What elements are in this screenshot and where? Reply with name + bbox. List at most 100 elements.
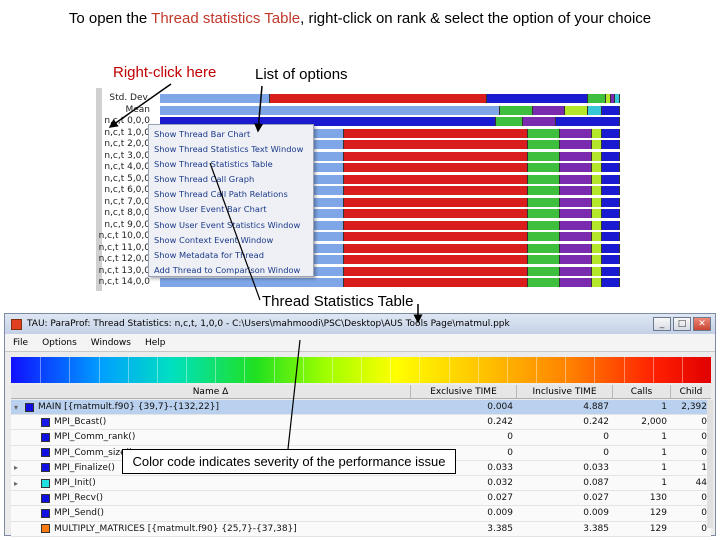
rank-label[interactable]: n,c,t 1,0,0 bbox=[104, 127, 150, 138]
expand-toggle-icon[interactable]: ▾ bbox=[13, 402, 18, 412]
rank-label[interactable]: n,c,t 9,0,0 bbox=[104, 219, 150, 230]
rank-label[interactable]: n,c,t 3,0,0 bbox=[104, 150, 150, 161]
severity-swatch bbox=[41, 448, 50, 458]
cell-inclusive: 0 bbox=[603, 432, 609, 443]
legend-tick bbox=[127, 357, 129, 383]
bar-segment bbox=[344, 140, 528, 149]
slide-title: To open the Thread statistics Table, rig… bbox=[0, 10, 720, 27]
bar-segment bbox=[560, 151, 593, 161]
rank-label[interactable]: n,c,t 8,0,0 bbox=[104, 208, 150, 218]
col-inclusive[interactable]: Inclusive TIME bbox=[517, 385, 613, 398]
function-name: MPI_Comm_size() bbox=[54, 447, 133, 458]
rank-bar[interactable] bbox=[160, 94, 620, 103]
menu-help[interactable]: Help bbox=[144, 337, 166, 348]
bar-segment bbox=[601, 255, 620, 264]
bar-segment bbox=[528, 197, 561, 207]
table-row[interactable]: MULTIPLY_MATRICES [{matmult.f90} {25,7}-… bbox=[11, 521, 711, 537]
context-menu-item[interactable]: Add Thread to Comparison Window bbox=[154, 264, 301, 275]
col-name[interactable]: Name Δ bbox=[11, 385, 411, 398]
table-row[interactable]: MPI_Send() 0.009 0.009 129 0 bbox=[11, 506, 711, 522]
menu-windows[interactable]: Windows bbox=[90, 337, 131, 348]
severity-swatch bbox=[41, 508, 50, 518]
bar-segment bbox=[592, 151, 602, 161]
cell-exclusive: 3.385 bbox=[487, 523, 513, 534]
bar-segment bbox=[560, 232, 593, 241]
context-menu-item[interactable]: Show Thread Statistics Text Window bbox=[154, 144, 304, 155]
context-menu-item[interactable]: Show Thread Bar Chart bbox=[154, 129, 251, 139]
cell-exclusive: 0 bbox=[507, 447, 513, 458]
menu-file[interactable]: File bbox=[13, 337, 29, 348]
rank-label[interactable]: n,c,t 7,0,0 bbox=[104, 196, 150, 207]
bar-segment bbox=[601, 266, 620, 276]
rank-label[interactable]: n,c,t 4,0,0 bbox=[104, 162, 150, 172]
cell-exclusive: 0.242 bbox=[487, 417, 513, 428]
bar-segment bbox=[601, 151, 620, 161]
bar-segment bbox=[601, 174, 620, 184]
bar-segment bbox=[592, 174, 602, 184]
cell-calls: 2,000 bbox=[641, 417, 667, 428]
bar-segment bbox=[601, 209, 620, 218]
rank-label[interactable]: n,c,t 14,0,0 bbox=[98, 277, 150, 287]
rank-label[interactable]: n,c,t 2,0,0 bbox=[104, 139, 150, 149]
rank-label[interactable]: n,c,t 0,0,0 bbox=[104, 116, 150, 126]
legend-tick bbox=[361, 357, 362, 383]
cell-calls: 1 bbox=[661, 432, 667, 443]
cell-exclusive: 0.027 bbox=[487, 493, 513, 504]
cell-calls: 129 bbox=[649, 523, 667, 534]
rank-label[interactable]: Mean bbox=[125, 104, 150, 115]
rank-bar[interactable] bbox=[160, 105, 620, 115]
context-menu-item[interactable]: Show Context Event Window bbox=[154, 234, 274, 245]
bar-segment bbox=[601, 128, 620, 138]
context-menu-item[interactable]: Show User Event Statistics Window bbox=[154, 219, 301, 230]
window-titlebar[interactable]: TAU: ParaProf: Thread Statistics: n,c,t,… bbox=[5, 314, 715, 334]
cell-exclusive: 0 bbox=[507, 432, 513, 443]
rank-label[interactable]: n,c,t 5,0,0 bbox=[104, 173, 150, 184]
table-row[interactable]: MPI_Comm_rank() 0 0 1 0 bbox=[11, 430, 711, 446]
cell-inclusive: 0.027 bbox=[583, 493, 609, 504]
minimize-icon[interactable]: _ bbox=[653, 317, 671, 331]
severity-swatch bbox=[41, 432, 50, 442]
bar-segment bbox=[344, 186, 528, 195]
rank-label[interactable]: Std. Dev. bbox=[109, 93, 150, 103]
bar-segment bbox=[592, 220, 602, 230]
table-row[interactable]: MPI_Bcast() 0.242 0.242 2,000 0 bbox=[11, 415, 711, 431]
expand-toggle-icon[interactable]: ▸ bbox=[13, 478, 18, 488]
context-menu-item[interactable]: Show User Event Bar Chart bbox=[154, 204, 267, 215]
table-row[interactable]: ▾ MAIN [{matmult.f90} {39,7}-{132,22}] 0.0… bbox=[11, 400, 711, 416]
bar-segment bbox=[344, 266, 528, 276]
table-scrollbar[interactable] bbox=[707, 400, 713, 528]
rank-bar[interactable] bbox=[160, 278, 620, 287]
context-menu-item[interactable]: Show Thread Call Graph bbox=[154, 174, 255, 185]
bar-segment bbox=[587, 105, 602, 115]
table-row[interactable]: MPI_Recv() 0.027 0.027 130 0 bbox=[11, 491, 711, 507]
maximize-icon[interactable]: □ bbox=[673, 317, 691, 331]
rank-label[interactable]: n,c,t 11,0,0 bbox=[98, 242, 150, 253]
table-row[interactable]: ▸ MPI_Init() 0.032 0.087 1 44 bbox=[11, 475, 711, 492]
bar-segment bbox=[615, 94, 620, 103]
bar-segment bbox=[592, 243, 602, 253]
menubar: File Options Windows Help bbox=[5, 334, 715, 352]
bar-segment bbox=[344, 128, 528, 138]
cell-calls: 130 bbox=[649, 493, 667, 504]
bar-segment bbox=[560, 278, 593, 287]
rank-label[interactable]: n,c,t 10,0,0 bbox=[98, 231, 150, 241]
rank-label[interactable]: n,c,t 13,0,0 bbox=[98, 265, 150, 276]
expand-toggle-icon[interactable]: ▸ bbox=[13, 463, 18, 473]
menu-options[interactable]: Options bbox=[42, 337, 77, 348]
context-menu-item[interactable]: Show Thread Call Path Relations bbox=[154, 189, 288, 200]
col-exclusive[interactable]: Exclusive TIME bbox=[411, 385, 517, 398]
close-icon[interactable]: ✕ bbox=[693, 317, 711, 331]
legend-tick bbox=[186, 357, 187, 383]
rank-label[interactable]: n,c,t 6,0,0 bbox=[104, 185, 150, 195]
col-calls[interactable]: Calls bbox=[613, 385, 671, 398]
rank-bar[interactable] bbox=[160, 117, 620, 126]
context-menu-item[interactable]: Show Thread Statistics Table bbox=[154, 159, 273, 170]
rank-label[interactable]: n,c,t 12,0,0 bbox=[98, 254, 150, 264]
context-menu-item[interactable]: Show Metadata for Thread bbox=[154, 249, 265, 260]
col-child-calls[interactable]: Child Calls bbox=[679, 387, 703, 411]
legend-tick bbox=[244, 357, 246, 383]
chart-scrollbar[interactable] bbox=[96, 88, 102, 291]
bar-segment bbox=[560, 209, 593, 218]
function-name: MPI_Recv() bbox=[54, 493, 104, 504]
bar-segment bbox=[528, 220, 561, 230]
